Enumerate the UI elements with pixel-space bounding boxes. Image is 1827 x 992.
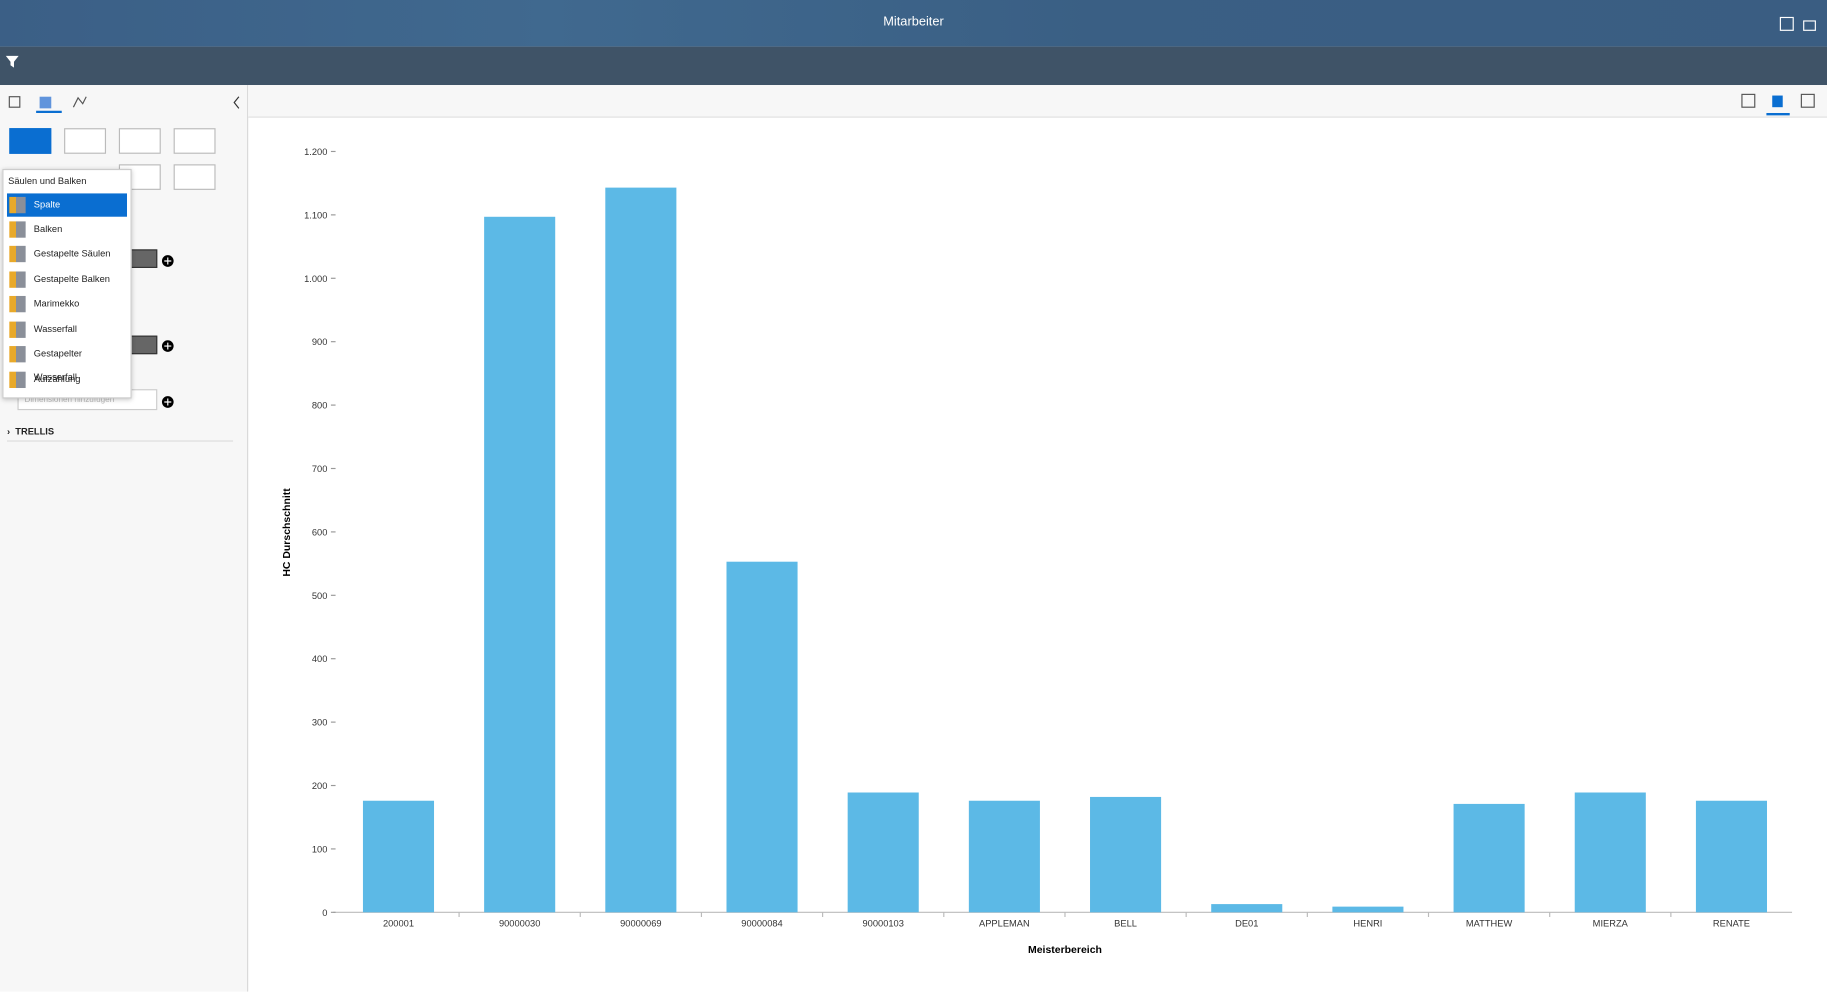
x-tick-label: 200001: [383, 918, 414, 928]
x-tick-label: APPLEMAN: [979, 918, 1030, 928]
x-tick-label: 90000069: [620, 918, 661, 928]
view-switch[interactable]: [1736, 91, 1820, 117]
bar: [484, 216, 556, 913]
add-icons[interactable]: [161, 254, 175, 410]
y-tick-label: 900: [312, 337, 328, 347]
x-tick-label: MIERZA: [1593, 918, 1629, 928]
chart-type-button[interactable]: [173, 164, 216, 190]
y-tick-label: 700: [312, 464, 328, 474]
x-tick-label: DE01: [1235, 918, 1258, 928]
x-tick-label: MATTHEW: [1466, 918, 1513, 928]
menu-heading: Säulen und Balken: [8, 175, 87, 187]
y-tick-label: 0: [322, 908, 327, 918]
chart-type-button[interactable]: [173, 128, 216, 154]
y-tick-label: 100: [312, 844, 328, 854]
y-tick-label: 800: [312, 401, 328, 411]
chart-type-button[interactable]: [118, 128, 161, 154]
bar: [1695, 800, 1767, 913]
swatch[interactable]: [128, 249, 158, 268]
chart: HC Durschschnitt Meisterbereich 0 100 200 3…: [282, 147, 1793, 956]
menu-item[interactable]: Wasserfall: [7, 318, 127, 341]
y-tick-label: 400: [312, 654, 328, 664]
view-toolbar: [248, 85, 1827, 118]
swatch[interactable]: [128, 335, 158, 355]
filter-bar: [0, 46, 1827, 86]
x-axis-label: Meisterbereich: [1028, 945, 1102, 956]
x-tick-label: RENATE: [1713, 918, 1750, 928]
bar: [1090, 796, 1162, 913]
y-tick-label: 1.100: [304, 210, 327, 220]
y-tick-label: 1.000: [304, 274, 327, 284]
menu-item[interactable]: Gestapelte Säulen: [7, 242, 127, 265]
chart-type-button[interactable]: [9, 128, 52, 154]
header-bar: [0, 0, 1827, 47]
bar: [726, 561, 798, 913]
chart-type-menu: Säulen und Balken Spalte Balken Gestapel…: [2, 168, 132, 399]
bar: [847, 792, 919, 913]
menu-item[interactable]: Marimekko: [7, 292, 127, 315]
y-tick-label: 600: [312, 527, 328, 537]
menu-item[interactable]: Gestapelte Balken: [7, 268, 127, 291]
menu-item[interactable]: Balken: [7, 218, 127, 241]
sidebar-tabs[interactable]: [0, 91, 247, 117]
x-tick-label: BELL: [1114, 918, 1137, 928]
bar: [362, 800, 435, 913]
header-title: Mitarbeiter: [883, 15, 944, 30]
y-tick-label: 500: [312, 591, 328, 601]
bar: [1574, 792, 1646, 913]
x-tick-label: 90000103: [862, 918, 903, 928]
menu-item[interactable]: Aufzählung: [7, 368, 127, 391]
y-tick-label: 200: [312, 781, 328, 791]
chart-type-button[interactable]: [64, 128, 107, 154]
y-axis-label: HC Durschschnitt: [282, 488, 293, 577]
x-tick-label: 90000030: [499, 918, 540, 928]
y-tick-label: 300: [312, 718, 328, 728]
bar: [605, 187, 677, 913]
bar: [968, 800, 1040, 913]
bar: [1453, 803, 1525, 913]
x-tick-label: HENRI: [1353, 918, 1382, 928]
menu-item[interactable]: Spalte: [6, 193, 128, 217]
trellis-section[interactable]: › TRELLIS: [6, 426, 234, 442]
bar: [1211, 904, 1283, 913]
header-icons[interactable]: [1778, 16, 1820, 32]
bar: [1332, 906, 1404, 913]
filter-icon[interactable]: [5, 55, 21, 69]
x-tick-label: 90000084: [741, 918, 782, 928]
y-tick-label: 1.200: [304, 147, 327, 157]
trellis-label: TRELLIS: [15, 426, 55, 437]
menu-item[interactable]: Gestapelter Wasserfall: [7, 343, 127, 382]
